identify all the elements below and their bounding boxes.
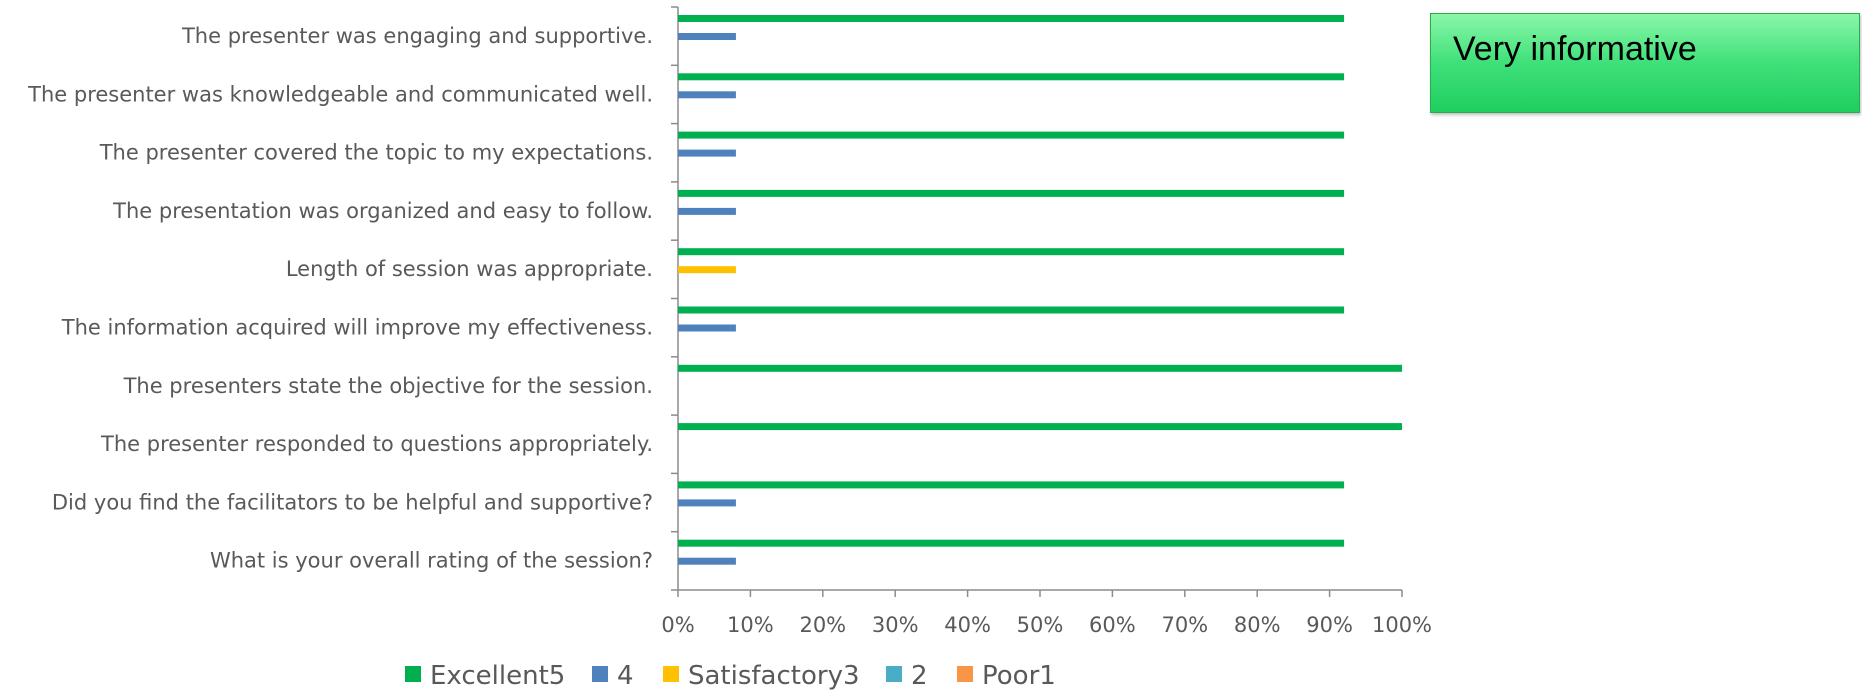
x-tick-label: 50% xyxy=(1017,613,1064,637)
bar-excellent5 xyxy=(678,73,1345,81)
category-label: The presenters state the objective for t… xyxy=(123,374,653,398)
category-label: The information acquired will improve my… xyxy=(61,316,653,340)
bar-4 xyxy=(678,499,736,507)
bar-4 xyxy=(678,149,736,157)
x-tick-label: 10% xyxy=(727,613,774,637)
category-label: The presenter covered the topic to my ex… xyxy=(99,141,653,165)
bar-excellent5 xyxy=(678,248,1345,256)
x-tick-label: 90% xyxy=(1306,613,1353,637)
bar-4 xyxy=(678,557,736,565)
bar-excellent5 xyxy=(678,423,1402,431)
bar-4 xyxy=(678,91,736,99)
x-tick-label: 40% xyxy=(944,613,991,637)
legend-label-poor1: Poor1 xyxy=(982,661,1056,691)
x-tick-label: 0% xyxy=(661,613,694,637)
x-tick-label: 100% xyxy=(1372,613,1432,637)
bar-excellent5 xyxy=(678,189,1345,197)
legend-label-excellent5: Excellent5 xyxy=(430,661,565,691)
category-label: Length of session was appropriate. xyxy=(286,257,653,281)
bar-4 xyxy=(678,324,736,332)
category-label: The presenter responded to questions app… xyxy=(100,432,653,456)
category-label: Did you find the facilitators to be help… xyxy=(52,490,653,514)
category-label: The presenter was engaging and supportiv… xyxy=(181,24,653,48)
bar-satisfactory3 xyxy=(678,266,736,274)
comment-text: Very informative xyxy=(1453,30,1697,68)
bar-4 xyxy=(678,207,736,215)
legend-swatch-satisfactory3 xyxy=(663,666,679,682)
bar-excellent5 xyxy=(678,481,1345,489)
x-tick-label: 20% xyxy=(799,613,846,637)
bar-4 xyxy=(678,33,736,40)
legend-swatch-poor1 xyxy=(957,666,973,682)
x-tick-label: 70% xyxy=(1161,613,1208,637)
bar-excellent5 xyxy=(678,306,1345,314)
legend-label-2: 2 xyxy=(911,661,928,691)
category-label: What is your overall rating of the sessi… xyxy=(210,549,653,573)
category-label: The presentation was organized and easy … xyxy=(112,199,653,223)
legend-swatch-2 xyxy=(886,666,902,682)
legend-label-satisfactory3: Satisfactory3 xyxy=(688,661,860,691)
legend-swatch-excellent5 xyxy=(405,666,421,682)
x-tick-label: 80% xyxy=(1234,613,1281,637)
x-tick-label: 30% xyxy=(872,613,919,637)
bar-excellent5 xyxy=(678,364,1402,372)
comment-callout: Very informative xyxy=(1430,13,1860,113)
legend-label-4: 4 xyxy=(617,661,634,691)
legend-swatch-4 xyxy=(592,666,608,682)
category-label: The presenter was knowledgeable and comm… xyxy=(27,82,653,106)
bar-excellent5 xyxy=(678,131,1345,139)
x-tick-label: 60% xyxy=(1089,613,1136,637)
bar-excellent5 xyxy=(678,539,1345,547)
bar-excellent5 xyxy=(678,15,1345,22)
